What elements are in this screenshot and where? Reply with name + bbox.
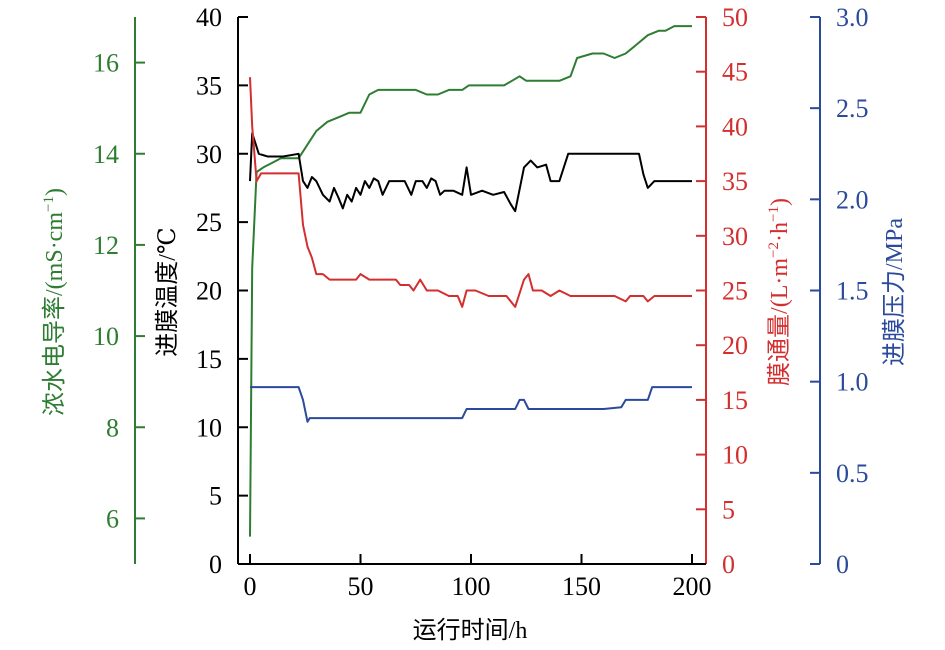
flux-series-line [249, 77, 692, 308]
conductivity-tick-label: 14 [93, 140, 119, 169]
flux-tick-label: 10 [722, 441, 748, 470]
x-tick-label: 150 [562, 572, 601, 601]
pressure-tick-label: 3.0 [836, 3, 869, 32]
pressure-tick-label: 2.0 [836, 185, 869, 214]
pressure-tick-label: 1.0 [836, 368, 869, 397]
temperature-axis-label: 进膜温度/℃ [154, 227, 181, 357]
conductivity-tick-label: 16 [93, 49, 119, 78]
x-tick-label: 100 [452, 572, 491, 601]
flux-tick-label: 15 [722, 386, 748, 415]
pressure-tick-label: 1.5 [836, 277, 869, 306]
temperature-tick-label: 0 [209, 550, 222, 579]
flux-tick-label: 30 [722, 222, 748, 251]
axes-layer: 6 8 10 12 14 16 0 5 10 15 20 25 30 35 40 0 5 10 15 20 25 30 35… [93, 3, 869, 601]
flux-tick-label: 45 [722, 58, 748, 87]
flux-tick-label: 5 [722, 495, 735, 524]
temperature-tick-label: 5 [209, 482, 222, 511]
x-tick-label: 0 [244, 572, 257, 601]
series-layer [249, 25, 692, 537]
flux-axis-label: 膜通量/(L·m−2·h−1) [766, 198, 793, 386]
temperature-tick-label: 15 [196, 345, 222, 374]
flux-tick-label: 20 [722, 331, 748, 360]
pressure-axis-label: 进膜压力/MPa [881, 218, 908, 366]
temperature-series-line [249, 132, 692, 213]
temperature-tick-label: 40 [196, 3, 222, 32]
conductivity-axis-label: 浓水电导率/(mS·cm−1) [41, 188, 68, 416]
temperature-tick-label: 35 [196, 71, 222, 100]
temperature-tick-label: 25 [196, 208, 222, 237]
pressure-tick-label: 2.5 [836, 94, 869, 123]
pressure-series-line [250, 386, 692, 423]
x-axis-label: 运行时间/h [413, 617, 528, 644]
flux-tick-label: 0 [722, 550, 735, 579]
flux-tick-label: 40 [722, 112, 748, 141]
flux-tick-label: 25 [722, 277, 748, 306]
conductivity-tick-label: 12 [93, 231, 119, 260]
flux-tick-label: 50 [722, 3, 748, 32]
conductivity-tick-label: 6 [106, 504, 119, 533]
pressure-tick-label: 0 [836, 550, 849, 579]
x-tick-label: 50 [348, 572, 374, 601]
temperature-tick-label: 30 [196, 140, 222, 169]
x-tick-label: 200 [673, 572, 712, 601]
conductivity-tick-label: 10 [93, 322, 119, 351]
pressure-tick-label: 0.5 [836, 459, 869, 488]
flux-tick-label: 35 [722, 167, 748, 196]
conductivity-series-line [249, 25, 692, 537]
temperature-tick-label: 20 [196, 277, 222, 306]
temperature-tick-label: 10 [196, 413, 222, 442]
conductivity-tick-label: 8 [106, 413, 119, 442]
